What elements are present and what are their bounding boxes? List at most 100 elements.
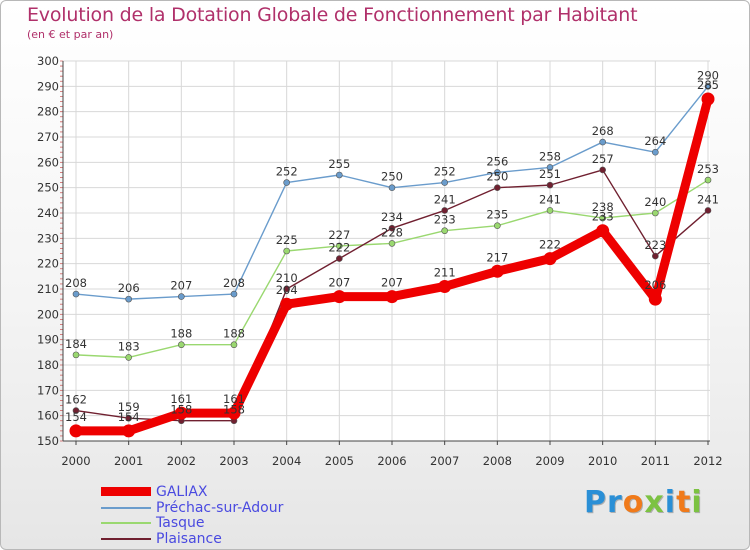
y-tick-label: 300	[37, 54, 59, 68]
data-label-prechac-sur-adour: 208	[223, 276, 245, 290]
chart-title: Evolution de la Dotation Globale de Fonc…	[27, 4, 638, 26]
logo-letter: t	[676, 485, 692, 520]
data-labels: 208 206 207 208 252 255 250 252 256 258 268 264 290 1…	[65, 68, 719, 424]
y-tick-label: 210	[37, 282, 59, 296]
y-tick-label: 280	[37, 105, 59, 119]
data-point-prechac-sur-adour	[283, 179, 290, 186]
data-point-galiax	[438, 279, 452, 293]
data-point-tasque	[599, 214, 606, 222]
legend-swatch-galiax	[101, 487, 151, 496]
x-tick-label: 2011	[641, 454, 670, 468]
legend-swatch-plaisance	[101, 538, 151, 540]
data-point-plaisance	[599, 166, 606, 174]
data-label-plaisance: 241	[434, 192, 456, 206]
logo-letter: i	[691, 485, 703, 520]
y-tick-label: 200	[37, 307, 59, 321]
x-tick-label: 2009	[535, 454, 564, 468]
data-label-plaisance: 223	[644, 238, 666, 252]
x-tick-label: 2012	[693, 454, 722, 468]
y-tick-label: 290	[37, 79, 59, 93]
legend-label-prechac-sur-adour: Préchac-sur-Adour	[156, 500, 284, 516]
data-label-plaisance: 222	[328, 241, 350, 255]
data-point-prechac-sur-adour	[388, 184, 396, 191]
data-label-plaisance: 250	[486, 170, 508, 184]
data-label-galiax: 211	[434, 265, 456, 279]
y-axis-ticks: 150 160 170 180 190 200 210 220 230 240 250 260 270 2…	[37, 54, 59, 448]
data-label-plaisance: 241	[697, 192, 719, 206]
data-label-tasque: 183	[118, 339, 140, 353]
data-point-tasque	[230, 341, 238, 349]
data-point-prechac-sur-adour	[230, 290, 238, 298]
data-point-prechac-sur-adour	[599, 138, 606, 146]
y-tick-label: 260	[37, 155, 59, 169]
data-point-tasque	[494, 222, 501, 229]
data-label-galiax: 207	[328, 276, 350, 290]
data-label-tasque: 235	[486, 208, 508, 222]
x-tick-label: 2005	[325, 454, 354, 468]
data-label-galiax: 222	[539, 238, 561, 252]
data-label-tasque: 233	[434, 213, 456, 227]
data-point-plaisance	[125, 414, 132, 422]
data-label-galiax: 207	[381, 276, 403, 290]
data-point-tasque	[178, 341, 185, 349]
data-label-galiax: 217	[486, 250, 508, 264]
data-label-tasque: 253	[697, 162, 719, 176]
data-label-tasque: 238	[592, 200, 614, 214]
y-tick-label: 150	[37, 434, 59, 448]
data-label-prechac-sur-adour: 207	[170, 279, 192, 293]
data-point-galiax	[701, 92, 715, 106]
data-label-tasque: 241	[539, 192, 561, 206]
data-label-tasque: 227	[328, 228, 350, 242]
data-point-plaisance	[388, 224, 396, 232]
data-point-galiax	[490, 264, 504, 278]
data-label-plaisance: 234	[381, 210, 403, 224]
data-point-galiax	[174, 406, 188, 420]
data-point-prechac-sur-adour	[72, 290, 80, 298]
proxiti-logo: Proxiti	[584, 485, 703, 520]
data-point-galiax	[596, 224, 610, 238]
data-label-plaisance: 162	[65, 393, 87, 407]
y-tick-label: 240	[37, 206, 59, 220]
data-label-galiax: 154	[118, 410, 140, 424]
y-tick-label: 170	[37, 383, 59, 397]
series-layer	[69, 83, 715, 438]
data-point-tasque	[336, 242, 343, 250]
data-label-prechac-sur-adour: 255	[328, 157, 350, 171]
data-point-galiax	[227, 406, 241, 420]
grid-lines	[63, 60, 710, 442]
x-tick-label: 2010	[588, 454, 617, 468]
axes	[60, 60, 710, 445]
data-label-galiax: 285	[697, 78, 719, 92]
data-label-plaisance: 158	[170, 403, 192, 417]
logo-letter: i	[664, 485, 677, 520]
data-point-plaisance	[441, 207, 448, 214]
data-label-tasque: 188	[223, 327, 245, 341]
data-point-prechac-sur-adour	[494, 169, 501, 176]
data-point-plaisance	[494, 184, 501, 191]
data-point-tasque	[283, 247, 290, 255]
data-label-galiax: 206	[644, 278, 666, 292]
data-point-prechac-sur-adour	[704, 83, 712, 90]
x-tick-label: 2007	[430, 454, 459, 468]
data-point-prechac-sur-adour	[178, 293, 185, 300]
x-tick-label: 2004	[272, 454, 301, 468]
data-point-galiax	[332, 290, 346, 304]
data-label-tasque: 228	[381, 225, 403, 239]
y-tick-label: 160	[37, 409, 59, 423]
data-label-galiax: 161	[170, 392, 192, 406]
data-point-tasque	[652, 209, 659, 217]
data-label-galiax: 154	[65, 410, 87, 424]
x-tick-label: 2000	[61, 454, 90, 468]
legend-swatch-tasque	[101, 522, 151, 524]
data-label-prechac-sur-adour: 208	[65, 276, 87, 290]
data-point-galiax	[280, 297, 294, 311]
data-label-galiax: 233	[592, 210, 614, 224]
legend-label-tasque: Tasque	[156, 515, 205, 531]
data-point-plaisance	[72, 407, 80, 414]
data-label-tasque: 240	[644, 195, 666, 209]
data-point-tasque	[72, 351, 80, 359]
x-tick-label: 2006	[377, 454, 406, 468]
legend-label-plaisance: Plaisance	[156, 531, 222, 547]
